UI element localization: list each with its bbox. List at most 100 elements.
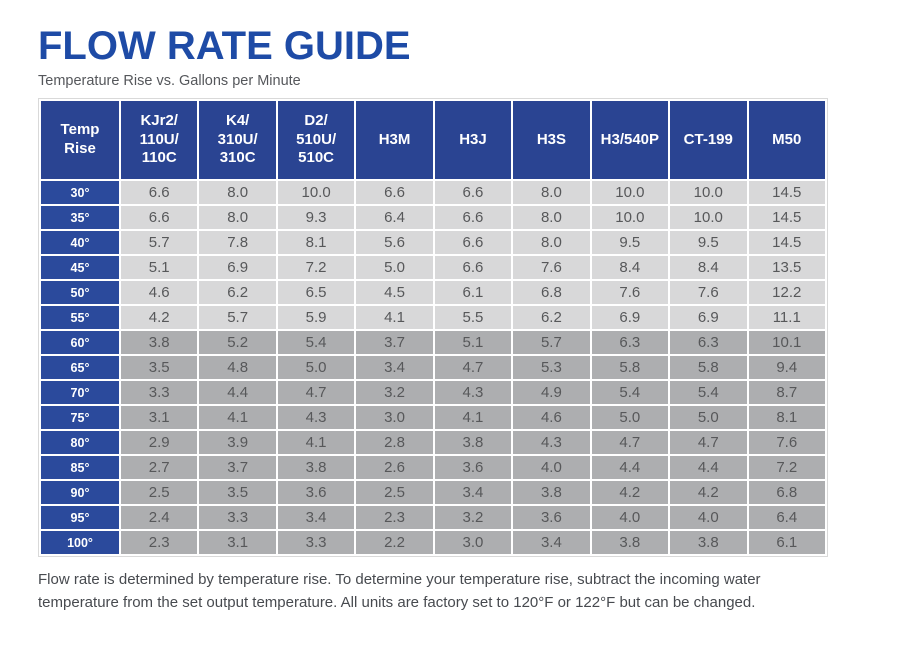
flow-rate-cell: 6.1 [748,531,825,554]
flow-rate-cell: 4.6 [513,406,590,429]
flow-rate-cell: 6.1 [434,281,512,304]
flow-rate-cell: 10.1 [748,331,825,354]
table-row: 40° 5.7 7.8 8.1 5.6 6.6 8.0 9.5 9.5 14.5 [41,231,825,254]
flow-rate-cell: 4.2 [670,481,747,504]
flow-rate-cell: 3.6 [434,456,512,479]
flow-rate-cell: 4.7 [591,431,669,454]
flow-rate-cell: 8.4 [670,256,747,279]
flow-rate-cell: 9.5 [591,231,669,254]
table-row: 45° 5.1 6.9 7.2 5.0 6.6 7.6 8.4 8.4 13.5 [41,256,825,279]
temp-rise-cell: 40° [41,231,119,254]
flow-rate-cell: 4.4 [670,456,747,479]
flow-rate-cell: 4.6 [121,281,198,304]
flow-rate-cell: 3.8 [277,456,355,479]
flow-rate-cell: 8.1 [748,406,825,429]
flow-rate-cell: 4.4 [591,456,669,479]
flow-rate-cell: 4.3 [277,406,355,429]
flow-rate-cell: 3.5 [199,481,276,504]
page-title: FLOW RATE GUIDE [38,24,411,68]
flow-rate-cell: 7.6 [670,281,747,304]
flow-rate-cell: 3.7 [356,331,433,354]
flow-rate-cell: 6.8 [748,481,825,504]
temp-rise-cell: 45° [41,256,119,279]
flow-rate-cell: 3.7 [199,456,276,479]
temp-rise-cell: 90° [41,481,119,504]
flow-rate-cell: 7.6 [748,431,825,454]
flow-rate-cell: 10.0 [591,181,669,204]
flow-rate-cell: 5.1 [434,331,512,354]
column-header-model: H3M [356,101,433,179]
flow-rate-cell: 14.5 [748,231,825,254]
flow-rate-cell: 6.3 [591,331,669,354]
table-row: 75° 3.1 4.1 4.3 3.0 4.1 4.6 5.0 5.0 8.1 [41,406,825,429]
flow-rate-cell: 4.0 [513,456,590,479]
flow-rate-table: Temp Rise KJr2/ 110U/ 110C K4/ 310U/ 310C D… [38,98,828,557]
flow-rate-cell: 6.6 [434,206,512,229]
flow-rate-cell: 3.3 [121,381,198,404]
flow-rate-cell: 5.5 [434,306,512,329]
flow-rate-cell: 4.5 [356,281,433,304]
flow-rate-cell: 6.4 [356,206,433,229]
flow-rate-cell: 5.3 [513,356,590,379]
flow-rate-cell: 9.5 [670,231,747,254]
column-header-model: H3S [513,101,590,179]
flow-rate-cell: 13.5 [748,256,825,279]
flow-rate-cell: 8.0 [513,206,590,229]
temp-rise-cell: 80° [41,431,119,454]
flow-rate-cell: 2.3 [121,531,198,554]
table-row: 95° 2.4 3.3 3.4 2.3 3.2 3.6 4.0 4.0 6.4 [41,506,825,529]
temp-rise-cell: 65° [41,356,119,379]
flow-rate-cell: 4.9 [513,381,590,404]
temp-rise-cell: 35° [41,206,119,229]
flow-rate-cell: 4.8 [199,356,276,379]
flow-rate-cell: 3.6 [513,506,590,529]
table-row: 50° 4.6 6.2 6.5 4.5 6.1 6.8 7.6 7.6 12.2 [41,281,825,304]
flow-rate-cell: 10.0 [277,181,355,204]
flow-rate-cell: 3.3 [199,506,276,529]
flow-rate-cell: 5.7 [199,306,276,329]
page-subtitle: Temperature Rise vs. Gallons per Minute [38,73,301,89]
flow-rate-cell: 9.3 [277,206,355,229]
flow-rate-cell: 6.9 [670,306,747,329]
flow-rate-cell: 3.5 [121,356,198,379]
flow-rate-cell: 4.3 [513,431,590,454]
column-header-model: M50 [748,101,825,179]
table-row: 80° 2.9 3.9 4.1 2.8 3.8 4.3 4.7 4.7 7.6 [41,431,825,454]
temp-rise-cell: 100° [41,531,119,554]
footer-note: Flow rate is determined by temperature r… [38,571,761,612]
column-header-model: D2/ 510U/ 510C [277,101,355,179]
temp-rise-cell: 70° [41,381,119,404]
table-row: 85° 2.7 3.7 3.8 2.6 3.6 4.0 4.4 4.4 7.2 [41,456,825,479]
flow-rate-cell: 5.6 [356,231,433,254]
flow-rate-cell: 3.0 [356,406,433,429]
column-header-temp-rise: Temp Rise [41,101,119,179]
flow-rate-cell: 5.0 [670,406,747,429]
column-header-model: H3J [434,101,512,179]
flow-rate-cell: 4.7 [277,381,355,404]
flow-rate-cell: 3.4 [513,531,590,554]
flow-rate-cell: 5.4 [277,331,355,354]
flow-rate-cell: 7.8 [199,231,276,254]
flow-rate-cell: 5.8 [591,356,669,379]
flow-rate-cell: 3.4 [277,506,355,529]
flow-rate-cell: 6.2 [199,281,276,304]
flow-rate-cell: 3.2 [434,506,512,529]
flow-rate-cell: 2.3 [356,506,433,529]
flow-rate-cell: 6.6 [121,206,198,229]
flow-rate-cell: 4.3 [434,381,512,404]
flow-rate-cell: 6.5 [277,281,355,304]
temp-rise-cell: 95° [41,506,119,529]
table-row: 100° 2.3 3.1 3.3 2.2 3.0 3.4 3.8 3.8 6.1 [41,531,825,554]
flow-rate-cell: 2.4 [121,506,198,529]
flow-rate-cell: 4.0 [670,506,747,529]
table-row: 70° 3.3 4.4 4.7 3.2 4.3 4.9 5.4 5.4 8.7 [41,381,825,404]
flow-rate-cell: 4.2 [591,481,669,504]
flow-rate-cell: 5.4 [591,381,669,404]
flow-rate-cell: 8.7 [748,381,825,404]
flow-rate-cell: 3.2 [356,381,433,404]
flow-rate-cell: 2.5 [356,481,433,504]
flow-rate-cell: 8.0 [199,206,276,229]
flow-rate-cell: 10.0 [670,181,747,204]
flow-rate-cell: 8.4 [591,256,669,279]
flow-rate-cell: 6.6 [434,231,512,254]
